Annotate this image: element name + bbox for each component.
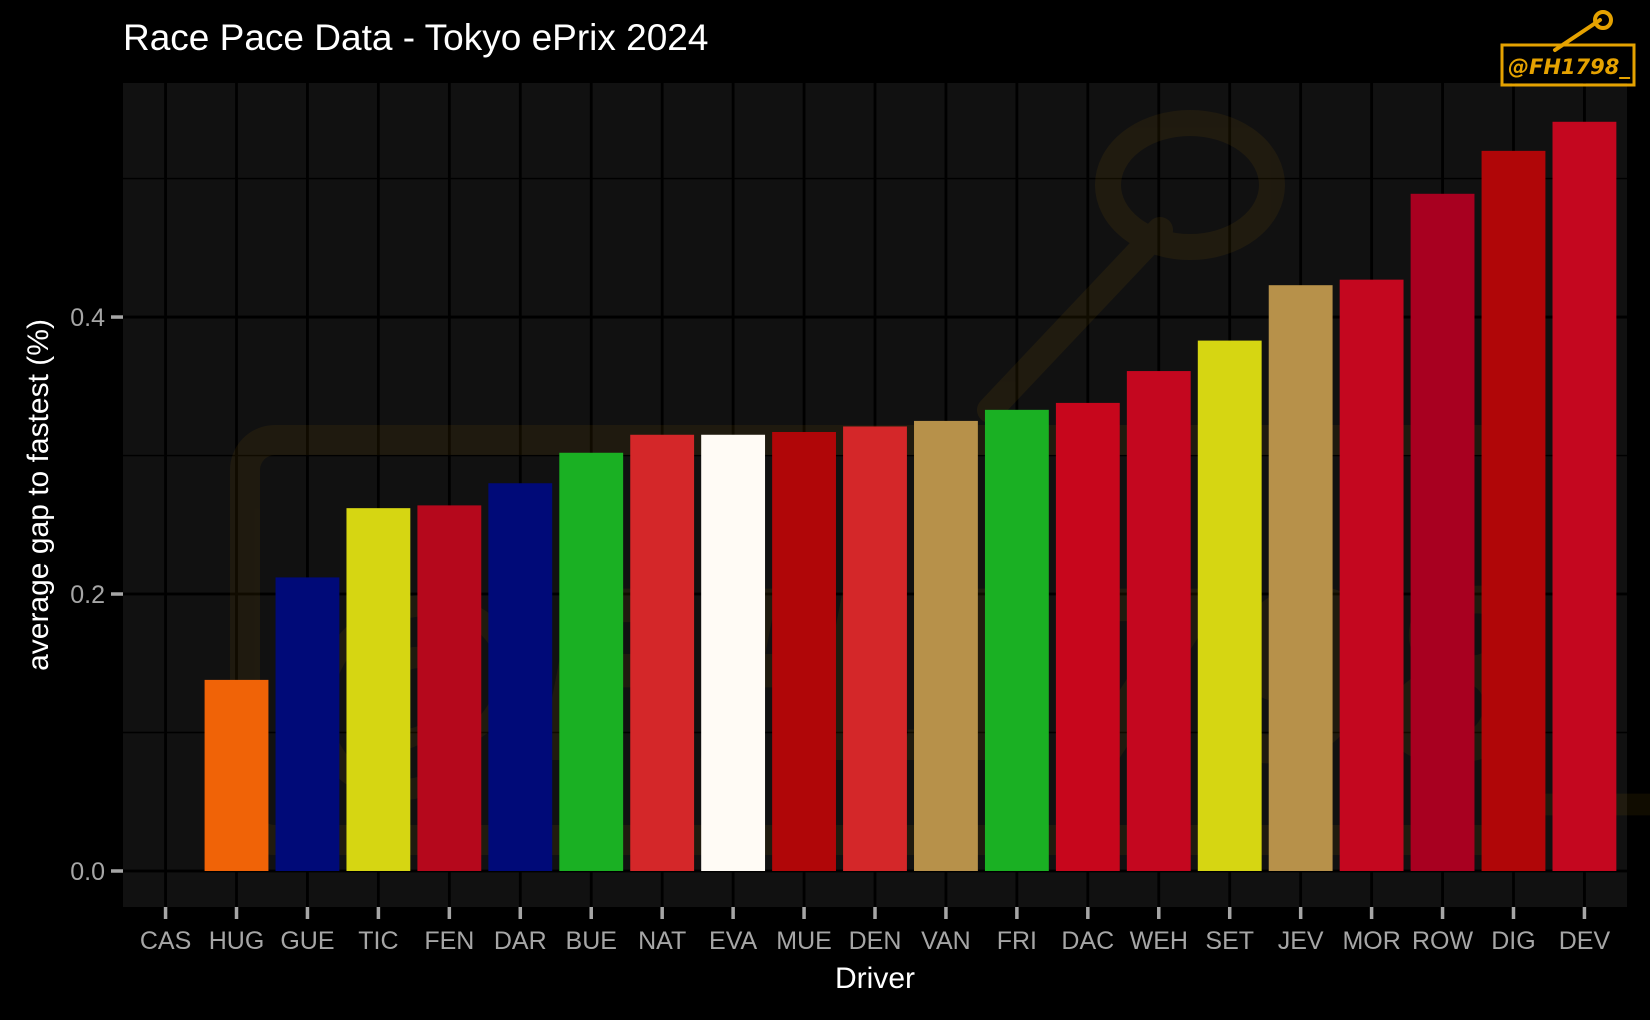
x-tick-label: BUE [566,927,617,955]
bar-dig [1481,150,1546,871]
x-tick-label: SET [1205,927,1254,955]
bar-dev [1552,121,1617,871]
y-tick-label: 0.4 [70,304,105,332]
bar-jev [1268,285,1333,871]
x-tick-label: GUE [280,927,334,955]
bar-van [914,420,978,871]
bar-bue [559,452,624,871]
bar-tic [346,508,411,871]
bar-gue [275,577,340,871]
bar-weh [1126,371,1191,871]
bar-hug [204,679,269,871]
x-axis-title: Driver [835,962,915,995]
bar-nat [630,434,695,871]
x-tick-label: EVA [709,927,757,955]
x-tick-label: CAS [140,927,191,955]
x-tick-label: JEV [1278,927,1324,955]
x-tick-label: DAC [1061,927,1114,955]
bar-fen [417,505,482,871]
bar-set [1197,340,1262,871]
x-tick-label: DAR [494,927,547,955]
brand-logo: @FH1798_ [1500,10,1636,87]
x-axis: CAS HUG GUE TIC FEN DAR BUE NAT EVA MUE DEN VAN FRI D… [140,907,1611,955]
x-tick-label: ROW [1412,927,1474,955]
x-tick-label: HUG [209,927,265,955]
x-tick-label: NAT [638,927,686,955]
chart-title: Race Pace Data - Tokyo ePrix 2024 [123,17,708,58]
x-tick-label: VAN [921,927,971,955]
x-tick-label: WEH [1130,927,1188,955]
x-tick-label: TIC [358,927,398,955]
bar-den [843,426,907,871]
bar-dac [1055,402,1120,871]
bar-fri [984,409,1049,871]
x-tick-label: MUE [776,927,832,955]
bar-mor [1339,279,1404,871]
bar-row [1410,193,1475,871]
x-tick-label: MOR [1342,927,1400,955]
x-tick-label: DEV [1559,927,1611,955]
logo-text: @FH1798_ [1508,55,1630,79]
bar-dar [488,483,553,871]
x-tick-label: FRI [997,927,1037,955]
y-tick-label: 0.0 [70,858,105,886]
y-tick-label: 0.2 [70,581,105,609]
y-axis-title: average gap to fastest (%) [22,319,55,671]
y-axis: 0.0 0.2 0.4 [70,304,123,886]
bar-eva [701,434,766,871]
bar-mue [772,431,836,871]
x-tick-label: DIG [1491,927,1535,955]
x-tick-label: FEN [424,927,474,955]
bars [204,121,1617,871]
x-tick-label: DEN [849,927,902,955]
